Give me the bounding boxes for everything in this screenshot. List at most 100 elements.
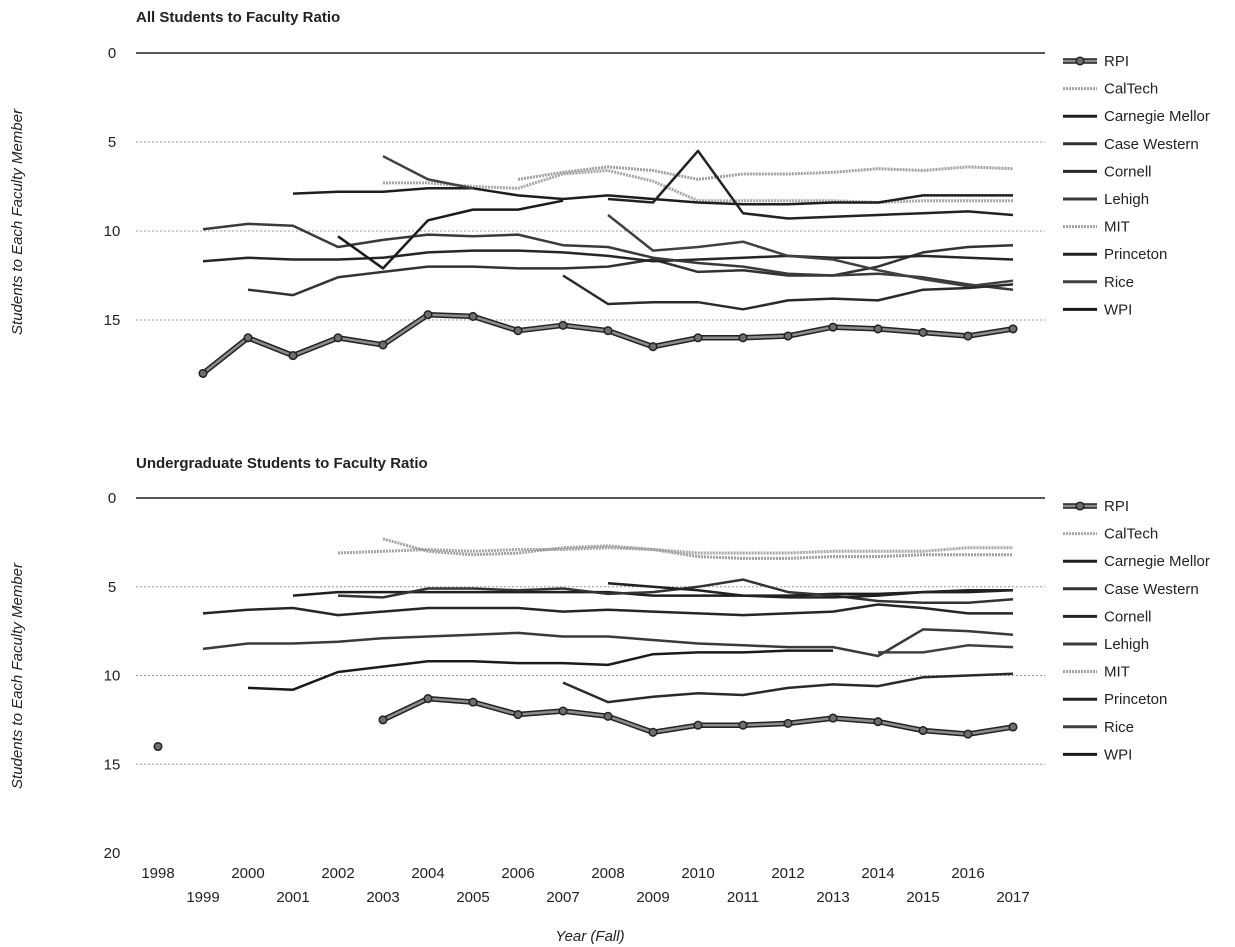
legend-label: WPI — [1104, 301, 1132, 318]
series-line-unlabeled — [562, 274, 1014, 311]
rpi-point — [738, 333, 748, 343]
legend-top: RPI CalTech Carnegie Mellor Case Western Cor… — [1063, 53, 1210, 318]
series-line-lehigh — [202, 222, 1014, 291]
y-tick-label: 10 — [104, 223, 121, 240]
x-tick-label: 2002 — [321, 865, 354, 882]
y-tick-label: 0 — [108, 45, 116, 62]
rpi-point — [513, 326, 523, 336]
x-axis-label: Year (Fall) — [555, 928, 624, 945]
legend-label: Rice — [1104, 274, 1134, 291]
rpi-point — [738, 720, 748, 730]
legend-label: Cornell — [1104, 608, 1152, 625]
x-tick-label: 2017 — [996, 889, 1029, 906]
rpi-point — [1008, 324, 1018, 334]
y-tick-label: 20 — [104, 845, 121, 862]
legend-label: Cornell — [1104, 163, 1152, 180]
rpi-point — [828, 713, 838, 723]
series-line-case-western — [247, 243, 1014, 297]
series-line-caltech — [383, 169, 1013, 204]
rpi-point — [963, 331, 973, 341]
y-tick-label: 10 — [104, 668, 121, 685]
legend-marker — [1075, 56, 1085, 66]
series-line-carnegie-mellon — [292, 187, 1013, 206]
legend-label: MIT — [1104, 219, 1130, 236]
rpi-point — [693, 333, 703, 343]
y-tick-label: 0 — [108, 490, 116, 507]
series-line-rpi — [202, 313, 1014, 375]
legend-label: Carnegie Mellor — [1104, 553, 1210, 570]
legend-label: Princeton — [1104, 246, 1167, 263]
series-line-cornell — [202, 603, 1013, 617]
legend-label: RPI — [1104, 498, 1129, 515]
y-tick-label: 5 — [108, 579, 116, 596]
legend-label: Case Western — [1104, 136, 1199, 153]
series-line-cornell — [202, 249, 1014, 263]
grid-bottom: 0 5 10 15 20 — [104, 490, 1045, 862]
rpi-point — [423, 310, 433, 320]
chart-title-undergrad: Undergraduate Students to Faculty Ratio — [136, 455, 428, 472]
x-tick-label: 2009 — [636, 889, 669, 906]
rpi-point — [783, 718, 793, 728]
x-tick-label: 2003 — [366, 889, 399, 906]
rpi-point — [513, 710, 523, 720]
y-tick-label: 5 — [108, 134, 116, 151]
rpi-point — [243, 333, 253, 343]
legend-label: Princeton — [1104, 691, 1167, 708]
legend-label: Case Western — [1104, 581, 1199, 598]
rpi-point — [423, 694, 433, 704]
chart-title-all: All Students to Faculty Ratio — [136, 9, 340, 26]
rpi-point — [918, 327, 928, 338]
rpi-point — [1008, 722, 1018, 732]
rpi-point — [558, 320, 568, 330]
rpi-point — [378, 340, 388, 350]
y-axis-label-top: Students to Each Faculty Member — [9, 108, 26, 335]
rpi-point — [198, 368, 208, 378]
x-tick-label: 2015 — [906, 889, 939, 906]
legend-label: RPI — [1104, 53, 1129, 70]
grid-top: 0 5 10 15 — [104, 45, 1045, 329]
y-axis-label-bottom: Students to Each Faculty Member — [9, 562, 26, 789]
rpi-point — [873, 717, 883, 727]
x-tick-label: 2007 — [546, 889, 579, 906]
rpi-point — [468, 311, 478, 321]
legend-label: Lehigh — [1104, 191, 1149, 208]
x-tick-label: 2001 — [276, 889, 309, 906]
series-line-wpi — [337, 199, 564, 270]
x-tick-label: 2014 — [861, 865, 894, 882]
series-line-rice — [607, 214, 1014, 288]
legend-marker — [1075, 501, 1085, 511]
rpi-point — [648, 342, 658, 352]
legend-label: Rice — [1104, 719, 1134, 736]
series-line-unlabeled — [562, 672, 1014, 704]
rpi-point — [783, 331, 793, 341]
chart-undergraduate: Undergraduate Students to Faculty Ratio … — [9, 455, 1210, 945]
series-line-caltech — [337, 546, 1013, 555]
x-tick-label: 2013 — [816, 889, 849, 906]
x-tick-label: 2016 — [951, 865, 984, 882]
x-tick-label: 1999 — [186, 889, 219, 906]
rpi-point — [153, 741, 163, 752]
series-bottom — [153, 537, 1018, 752]
y-tick-label: 15 — [104, 756, 121, 773]
rpi-point — [288, 351, 298, 361]
x-tick-label: 2012 — [771, 865, 804, 882]
series-line-rice — [878, 644, 1014, 654]
x-tick-label: 1998 — [141, 865, 174, 882]
legend-bottom: RPI CalTech Carnegie Mellor Case Western Cor… — [1063, 498, 1210, 763]
x-tick-label: 2005 — [456, 889, 489, 906]
x-tick-label: 2011 — [727, 889, 759, 906]
x-tick-label: 2004 — [411, 865, 444, 882]
rpi-point — [693, 720, 703, 730]
legend-label: Carnegie Mellor — [1104, 108, 1210, 125]
series-line-wpi — [247, 649, 833, 691]
series-line-lehigh — [202, 628, 1014, 658]
series-line-mit — [517, 165, 1014, 181]
x-tick-label: 2010 — [681, 865, 714, 882]
x-tick-label: 2000 — [231, 865, 264, 882]
x-tick-label: 2006 — [501, 865, 534, 882]
legend-label: CalTech — [1104, 526, 1158, 543]
x-axis-ticks: 1998 1999 2000 2001 2002 2003 2004 2005 2006 2007… — [141, 865, 1029, 906]
x-tick-label: 2008 — [591, 865, 624, 882]
legend-label: CalTech — [1104, 81, 1158, 98]
